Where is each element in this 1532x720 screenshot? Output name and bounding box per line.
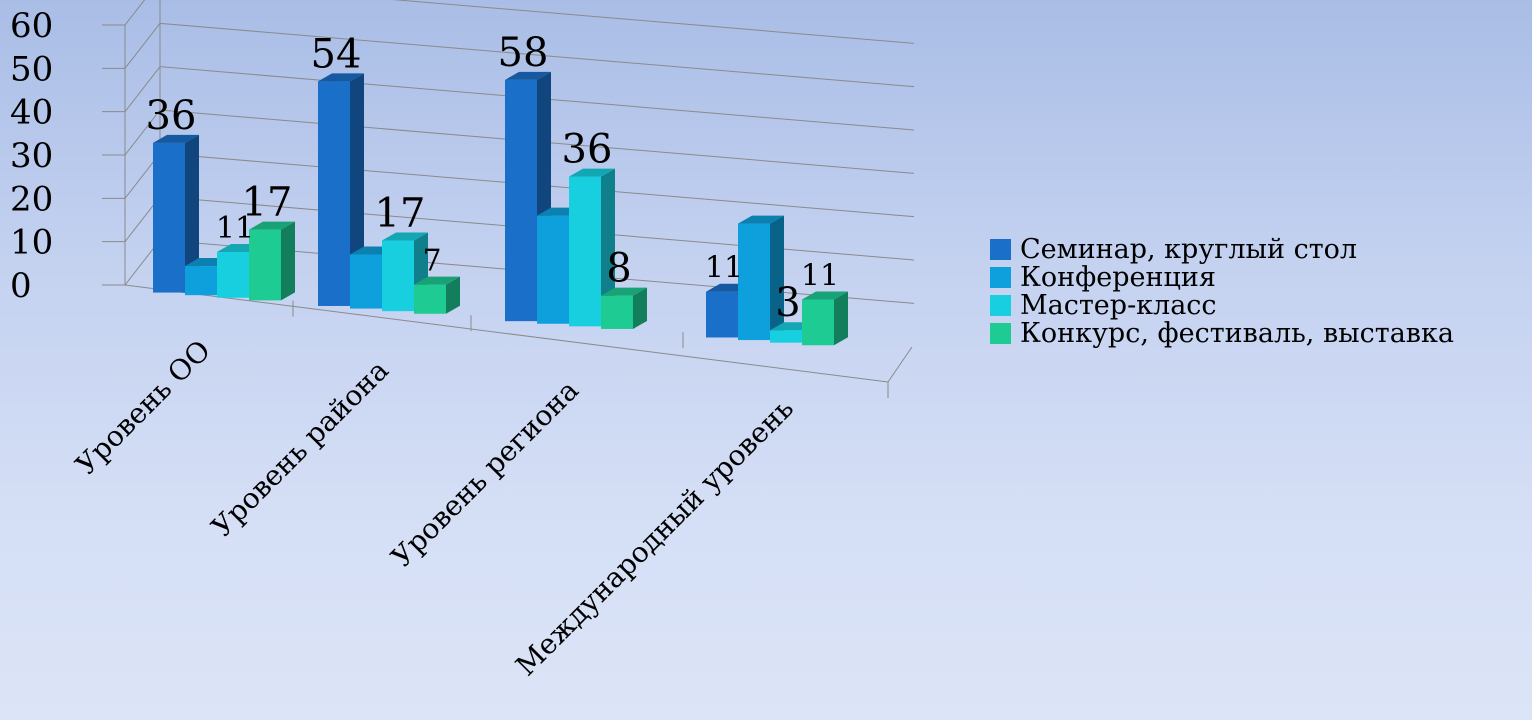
data-label: 11 <box>705 251 743 286</box>
legend: Семинар, круглый столКонференцияМастер-к… <box>990 234 1454 349</box>
grid-line <box>392 0 915 44</box>
data-label: 36 <box>562 127 613 173</box>
bar-front <box>505 79 537 322</box>
bar-front <box>738 223 770 341</box>
bar-top <box>318 73 364 82</box>
bar <box>249 221 295 301</box>
grid-line <box>159 22 915 88</box>
bar <box>802 291 848 346</box>
x-axis-line <box>124 284 889 383</box>
bar-side <box>185 134 199 293</box>
y-tick-label: 10 <box>10 223 53 263</box>
x-tick-label: Уровень ОО <box>69 334 217 482</box>
grid-line <box>124 23 161 69</box>
bar-front <box>318 81 350 306</box>
bar-top <box>414 276 460 285</box>
y-tick-label: 40 <box>10 93 53 133</box>
bar-side <box>633 287 647 329</box>
bar-side <box>601 168 615 327</box>
bar-top <box>802 291 848 300</box>
data-label: 58 <box>498 30 549 76</box>
data-label: 3 <box>775 280 800 326</box>
data-label: 8 <box>606 246 631 292</box>
bar-front <box>350 254 382 309</box>
bar-top <box>249 221 295 230</box>
x-tick-label: Уровень района <box>205 354 395 544</box>
bar-side <box>281 221 295 301</box>
bar <box>382 232 428 312</box>
x-tick-label: Международный уровень <box>509 392 800 683</box>
bar <box>318 73 364 306</box>
bar <box>153 134 199 293</box>
legend-item: Конкурс, фестиваль, выставка <box>1020 318 1454 349</box>
bar-front <box>706 291 738 338</box>
bars <box>153 71 848 346</box>
bar-front <box>802 299 834 346</box>
data-label: 7 <box>422 244 441 279</box>
legend-swatch <box>990 323 1011 344</box>
data-label: 54 <box>311 31 362 77</box>
bar-front <box>153 142 185 293</box>
y-tick-label: 50 <box>10 49 53 89</box>
data-label: 36 <box>146 93 197 139</box>
bar-side <box>834 291 848 346</box>
grid-line <box>124 66 161 112</box>
bar <box>738 215 784 341</box>
bar-side <box>350 73 364 306</box>
legend-item: Конференция <box>1020 262 1216 293</box>
data-label: 11 <box>216 211 254 246</box>
bar-front <box>537 215 569 324</box>
y-tick-label: 20 <box>10 179 53 219</box>
bar-front <box>601 295 633 329</box>
y-tick-label: 60 <box>10 6 53 46</box>
y-tick-label: 0 <box>10 266 32 306</box>
legend-swatch <box>990 295 1011 316</box>
floor-edge <box>887 346 913 383</box>
y-tick-label: 30 <box>10 136 53 176</box>
bar-top <box>153 134 199 143</box>
data-label: 17 <box>375 190 426 236</box>
bar-front <box>414 284 446 314</box>
grid-line <box>124 109 161 156</box>
bar-front <box>249 229 281 301</box>
bar <box>601 287 647 329</box>
bar-top <box>569 168 615 177</box>
bar-front <box>185 266 217 296</box>
legend-swatch <box>990 239 1011 260</box>
bar <box>569 168 615 327</box>
x-tick-label: Уровень региона <box>385 374 585 574</box>
bar-top <box>505 71 551 80</box>
bar-front <box>569 176 601 327</box>
bar-top <box>738 215 784 224</box>
grid-line <box>124 0 146 26</box>
bar-top <box>601 287 647 296</box>
bar-side <box>446 276 460 314</box>
legend-item: Семинар, круглый стол <box>1020 234 1357 265</box>
bar <box>414 276 460 314</box>
legend-item: Мастер-класс <box>1020 290 1217 321</box>
data-label: 11 <box>801 259 839 294</box>
data-label: 17 <box>242 180 293 226</box>
bar-front <box>382 240 414 312</box>
bar-top <box>382 232 428 241</box>
legend-swatch <box>990 267 1011 288</box>
bar-front <box>770 330 802 343</box>
bar-front <box>217 252 249 298</box>
bar-side <box>770 215 784 341</box>
